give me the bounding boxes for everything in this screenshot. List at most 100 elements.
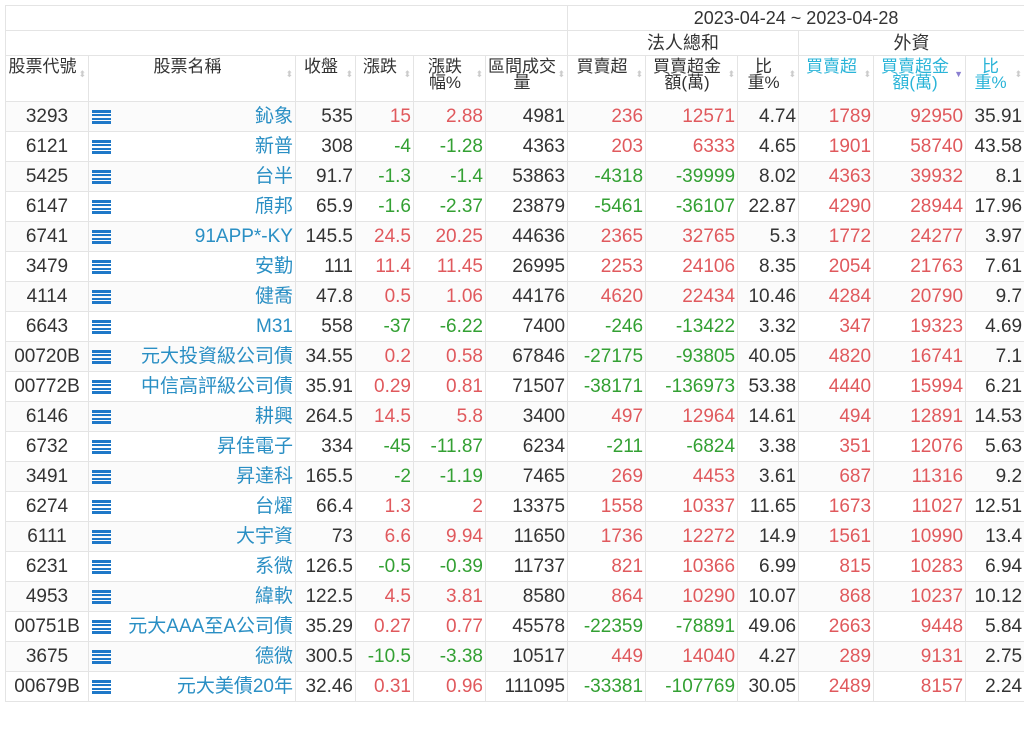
cell-name[interactable]: 中信高評級公司債 — [89, 372, 296, 402]
stock-name-link[interactable]: 新普 — [255, 136, 293, 157]
stock-name-link[interactable]: 緯軟 — [255, 586, 293, 607]
stock-name-link[interactable]: 安勤 — [255, 256, 293, 277]
sort-icon[interactable]: ⬍ — [788, 70, 796, 79]
column-header-change[interactable]: 漲跌⬍ — [356, 56, 414, 102]
list-icon[interactable] — [92, 170, 111, 184]
column-header-change-pct[interactable]: 漲跌幅%⬍ — [414, 56, 486, 102]
column-header-code[interactable]: 股票代號⬍ — [6, 56, 89, 102]
stock-name-link[interactable]: 大宇資 — [236, 526, 293, 547]
list-icon[interactable] — [92, 200, 111, 214]
cell-name[interactable]: 新普 — [89, 132, 296, 162]
sort-desc-icon[interactable]: ▼ — [954, 70, 963, 79]
list-icon[interactable] — [92, 440, 111, 454]
list-icon[interactable] — [92, 140, 111, 154]
cell-name[interactable]: 元大投資級公司債 — [89, 342, 296, 372]
sort-icon[interactable]: ⬍ — [403, 70, 411, 79]
column-header-foreign-amount[interactable]: 買賣超金額(萬)▼ — [874, 56, 966, 102]
stock-name-link[interactable]: 健喬 — [255, 286, 293, 307]
stock-name-link[interactable]: 耕興 — [255, 406, 293, 427]
list-icon[interactable] — [92, 290, 111, 304]
stock-name-link[interactable]: 元大美債20年 — [177, 676, 293, 697]
cell-name[interactable]: 91APP*-KY — [89, 222, 296, 252]
cell-name[interactable]: 元大AAA至A公司債 — [89, 612, 296, 642]
cell-name[interactable]: 健喬 — [89, 282, 296, 312]
stock-name-link[interactable]: 鈊象 — [255, 106, 293, 127]
stock-name-link[interactable]: 德微 — [255, 646, 293, 667]
list-icon[interactable] — [92, 590, 111, 604]
stock-name-link[interactable]: 元大投資級公司債 — [141, 346, 293, 367]
stock-name-link[interactable]: 台燿 — [255, 496, 293, 517]
list-icon[interactable] — [92, 500, 111, 514]
list-icon[interactable] — [92, 470, 111, 484]
cell-name[interactable]: 緯軟 — [89, 582, 296, 612]
sort-icon[interactable]: ⬍ — [345, 70, 353, 79]
cell-name[interactable]: 德微 — [89, 642, 296, 672]
stock-name-link[interactable]: 台半 — [255, 166, 293, 187]
list-icon[interactable] — [92, 230, 111, 244]
cell-name[interactable]: 大宇資 — [89, 522, 296, 552]
cell-name[interactable]: 元大美債20年 — [89, 672, 296, 702]
stock-name-link[interactable]: 頎邦 — [255, 196, 293, 217]
sort-icon[interactable]: ⬍ — [78, 70, 86, 79]
cell-name[interactable]: 昇達科 — [89, 462, 296, 492]
list-icon[interactable] — [92, 680, 111, 694]
stock-name-link[interactable]: 元大AAA至A公司債 — [128, 616, 293, 637]
sort-icon[interactable]: ⬍ — [557, 70, 565, 79]
stock-name-link[interactable]: 91APP*-KY — [195, 226, 293, 247]
column-header-volume[interactable]: 區間成交量⬍ — [486, 56, 568, 102]
sort-icon[interactable]: ⬍ — [727, 70, 735, 79]
sort-icon[interactable]: ⬍ — [285, 70, 293, 79]
cell-name[interactable]: 耕興 — [89, 402, 296, 432]
column-header-name[interactable]: 股票名稱⬍ — [89, 56, 296, 102]
list-icon[interactable] — [92, 410, 111, 424]
list-icon[interactable] — [92, 350, 111, 364]
stock-name-link[interactable]: 中信高評級公司債 — [141, 376, 293, 397]
cell-name[interactable]: 系微 — [89, 552, 296, 582]
list-icon[interactable] — [92, 560, 111, 574]
cell-name[interactable]: M31 — [89, 312, 296, 342]
column-header-foreign-net[interactable]: 買賣超⬍ — [799, 56, 874, 102]
cell-name[interactable]: 鈊象 — [89, 102, 296, 132]
sort-icon[interactable]: ⬍ — [475, 70, 483, 79]
cell-name[interactable]: 安勤 — [89, 252, 296, 282]
column-header-inst-ratio[interactable]: 比重%⬍ — [738, 56, 799, 102]
stock-name-link[interactable]: 系微 — [255, 556, 293, 577]
column-header-foreign-ratio[interactable]: 比重%⬍ — [966, 56, 1024, 102]
sort-icon[interactable]: ⬍ — [1015, 70, 1023, 79]
column-header-close[interactable]: 收盤⬍ — [296, 56, 356, 102]
list-icon[interactable] — [92, 530, 111, 544]
cell-name[interactable]: 台半 — [89, 162, 296, 192]
list-icon[interactable] — [92, 380, 111, 394]
cell-name[interactable]: 頎邦 — [89, 192, 296, 222]
sort-icon[interactable]: ⬍ — [863, 70, 871, 79]
cell-name[interactable]: 昇佳電子 — [89, 432, 296, 462]
stock-name-link[interactable]: M31 — [256, 316, 293, 337]
sort-icon[interactable]: ⬍ — [635, 70, 643, 79]
column-header-inst-amount[interactable]: 買賣超金額(萬)⬍ — [646, 56, 738, 102]
stock-name-link[interactable]: 昇達科 — [236, 466, 293, 487]
list-icon[interactable] — [92, 620, 111, 634]
list-icon[interactable] — [92, 320, 111, 334]
list-icon[interactable] — [92, 260, 111, 274]
cell-name[interactable]: 台燿 — [89, 492, 296, 522]
column-header-inst-net[interactable]: 買賣超⬍ — [568, 56, 646, 102]
list-icon[interactable] — [92, 650, 111, 664]
